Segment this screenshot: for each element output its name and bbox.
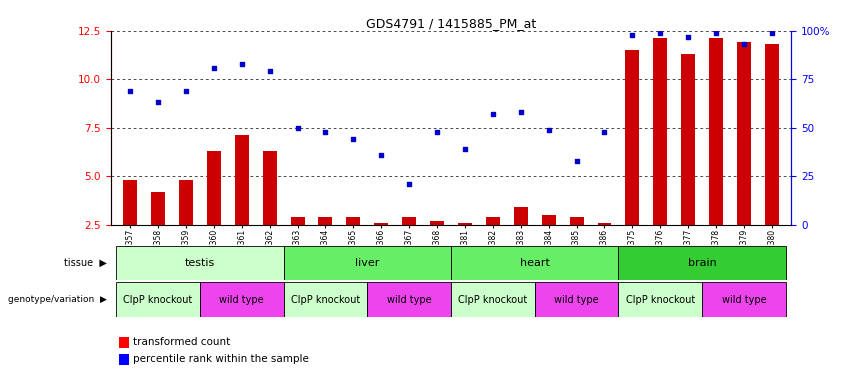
Point xyxy=(346,136,360,142)
Point xyxy=(207,65,220,71)
Bar xyxy=(625,50,639,225)
Point xyxy=(263,68,277,74)
Bar xyxy=(283,246,451,280)
Point xyxy=(180,88,193,94)
Bar xyxy=(207,151,221,225)
Point xyxy=(570,157,584,164)
Point xyxy=(235,61,248,67)
Text: ClpP knockout: ClpP knockout xyxy=(291,295,360,305)
Text: genotype/variation  ▶: genotype/variation ▶ xyxy=(8,295,106,304)
Bar xyxy=(458,223,472,225)
Text: percentile rank within the sample: percentile rank within the sample xyxy=(133,354,309,364)
Text: ClpP knockout: ClpP knockout xyxy=(123,295,192,305)
Bar xyxy=(430,221,444,225)
Text: wild type: wild type xyxy=(220,295,264,305)
Title: GDS4791 / 1415885_PM_at: GDS4791 / 1415885_PM_at xyxy=(366,17,536,30)
Bar xyxy=(117,282,200,317)
Bar xyxy=(263,151,277,225)
Bar xyxy=(709,38,723,225)
Bar xyxy=(403,217,416,225)
Bar xyxy=(368,282,451,317)
Bar xyxy=(179,180,193,225)
Point xyxy=(737,41,751,47)
Point xyxy=(597,129,611,135)
Point xyxy=(682,33,695,40)
Point xyxy=(374,152,388,158)
Bar xyxy=(200,282,283,317)
Bar xyxy=(597,223,612,225)
Point xyxy=(514,109,528,115)
Point xyxy=(431,129,444,135)
Bar xyxy=(619,282,702,317)
Point xyxy=(291,125,305,131)
Point xyxy=(765,30,779,36)
Text: brain: brain xyxy=(688,258,717,268)
Bar xyxy=(151,192,165,225)
Point xyxy=(709,30,722,36)
Text: tissue  ▶: tissue ▶ xyxy=(64,258,106,268)
Bar xyxy=(123,180,137,225)
Bar xyxy=(514,207,528,225)
Bar xyxy=(702,282,785,317)
Text: wild type: wild type xyxy=(387,295,431,305)
Bar xyxy=(346,217,360,225)
Bar xyxy=(283,282,368,317)
Text: testis: testis xyxy=(185,258,215,268)
Bar xyxy=(451,282,534,317)
Point xyxy=(151,99,165,106)
Bar xyxy=(737,42,751,225)
Bar xyxy=(619,246,785,280)
Point xyxy=(403,181,416,187)
Bar xyxy=(765,44,779,225)
Text: liver: liver xyxy=(355,258,380,268)
Bar xyxy=(117,246,283,280)
Point xyxy=(318,129,332,135)
Text: ClpP knockout: ClpP knockout xyxy=(458,295,528,305)
Bar xyxy=(290,217,305,225)
Bar xyxy=(318,217,333,225)
Text: ClpP knockout: ClpP knockout xyxy=(625,295,695,305)
Point xyxy=(123,88,137,94)
Bar xyxy=(569,217,584,225)
Bar xyxy=(235,136,248,225)
Text: wild type: wild type xyxy=(722,295,766,305)
Point xyxy=(458,146,471,152)
Bar xyxy=(534,282,619,317)
Bar xyxy=(654,38,667,225)
Bar xyxy=(542,215,556,225)
Point xyxy=(542,127,556,133)
Point xyxy=(654,30,667,36)
Text: wild type: wild type xyxy=(554,295,599,305)
Bar xyxy=(451,246,619,280)
Bar xyxy=(374,223,388,225)
Text: transformed count: transformed count xyxy=(133,337,230,347)
Bar xyxy=(486,217,500,225)
Point xyxy=(625,31,639,38)
Bar xyxy=(681,54,695,225)
Text: heart: heart xyxy=(520,258,550,268)
Point xyxy=(486,111,500,117)
